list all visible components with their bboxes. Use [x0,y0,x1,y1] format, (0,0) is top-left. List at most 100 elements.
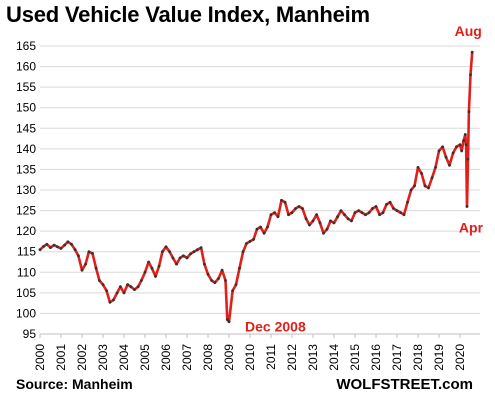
data-point [332,221,336,225]
data-point [364,213,367,217]
x-tick-label: 2016 [369,344,383,371]
data-point [189,252,193,256]
x-tick-label: 2005 [138,344,152,371]
data-point [129,285,133,289]
annotation-label: Aug [455,23,482,39]
y-tick-label: 160 [16,60,36,74]
data-point [406,200,409,204]
data-point [84,262,87,266]
annotation-label: Dec 2008 [245,319,306,335]
data-point [248,240,252,243]
x-tick-label: 2011 [264,344,278,370]
data-point [224,279,227,282]
y-tick-label: 105 [16,286,36,300]
data-point [385,203,388,206]
x-tick-label: 2017 [390,344,404,371]
data-point [143,270,147,274]
y-tick-label: 115 [17,245,36,259]
data-point [466,157,470,161]
data-point [203,262,206,266]
data-point [413,184,416,188]
data-point [119,285,122,289]
data-point [460,149,464,153]
data-point [430,176,434,180]
annotation-label: Apr [459,219,484,235]
data-point [133,288,136,291]
data-point [210,279,214,282]
brand-label: WOLFSTREET.com [336,376,473,393]
y-tick-label: 145 [16,121,36,135]
data-point [171,256,175,260]
data-point [56,245,59,249]
data-point [98,279,101,282]
data-point [105,289,108,293]
data-point [269,213,273,217]
data-point [225,318,229,321]
data-point [150,266,154,270]
data-point [346,217,350,221]
annotations: Dec 2008 Apr Aug [245,23,484,334]
data-point [329,219,332,223]
data-point [217,277,220,280]
data-point [444,155,448,159]
data-point [185,256,189,260]
y-tick-label: 130 [16,183,36,197]
data-point [434,166,437,169]
data-point [140,279,143,282]
data-point [469,73,472,77]
x-tick-label: 2007 [180,344,194,371]
y-tick-label: 125 [16,204,36,218]
data-point [42,245,45,248]
data-point [136,285,140,289]
data-point [182,254,185,258]
data-point [154,275,157,278]
data-point [259,225,262,229]
data-point [199,246,203,250]
data-point [241,250,245,254]
data-point [402,213,406,217]
data-point [87,250,91,254]
x-tick-label: 2013 [306,344,320,371]
data-point [59,247,63,250]
data-point [70,242,73,246]
data-point [427,186,430,190]
x-tick-label: 2020 [453,344,467,371]
data-point [94,266,98,270]
y-tick-label: 100 [16,306,36,320]
data-point [115,291,119,295]
x-tick-label: 2000 [33,344,47,371]
data-point [49,246,52,250]
x-tick-label: 2003 [96,344,110,371]
data-point [423,184,427,188]
y-tick-label: 155 [16,80,36,94]
data-point [304,217,308,221]
data-point [45,242,49,246]
y-tick-label: 120 [16,224,36,238]
data-point [451,151,455,155]
data-point [227,320,231,324]
data-point [255,227,259,231]
data-point [108,300,112,304]
data-point [168,250,172,254]
data-point [157,264,161,268]
data-point [266,225,269,229]
data-point [77,254,80,258]
x-tick-label: 2010 [243,344,257,371]
chart-title: Used Vehicle Value Index, Manheim [6,2,370,27]
data-point [290,211,294,215]
data-point [437,149,441,153]
data-point [213,281,217,284]
data-point [301,207,304,210]
data-point [294,207,297,210]
data-point [80,268,84,272]
data-point [395,209,399,213]
data-point [276,215,280,219]
data-point [465,205,469,208]
data-point [63,243,66,247]
data-point [234,283,238,286]
data-point [280,198,283,202]
data-point [178,256,182,260]
data-point [336,215,339,219]
y-axis-ticks: 95 100 105 110 115 120 125 130 135 140 145 150 155 16… [16,39,36,341]
y-tick-label: 140 [16,142,36,156]
